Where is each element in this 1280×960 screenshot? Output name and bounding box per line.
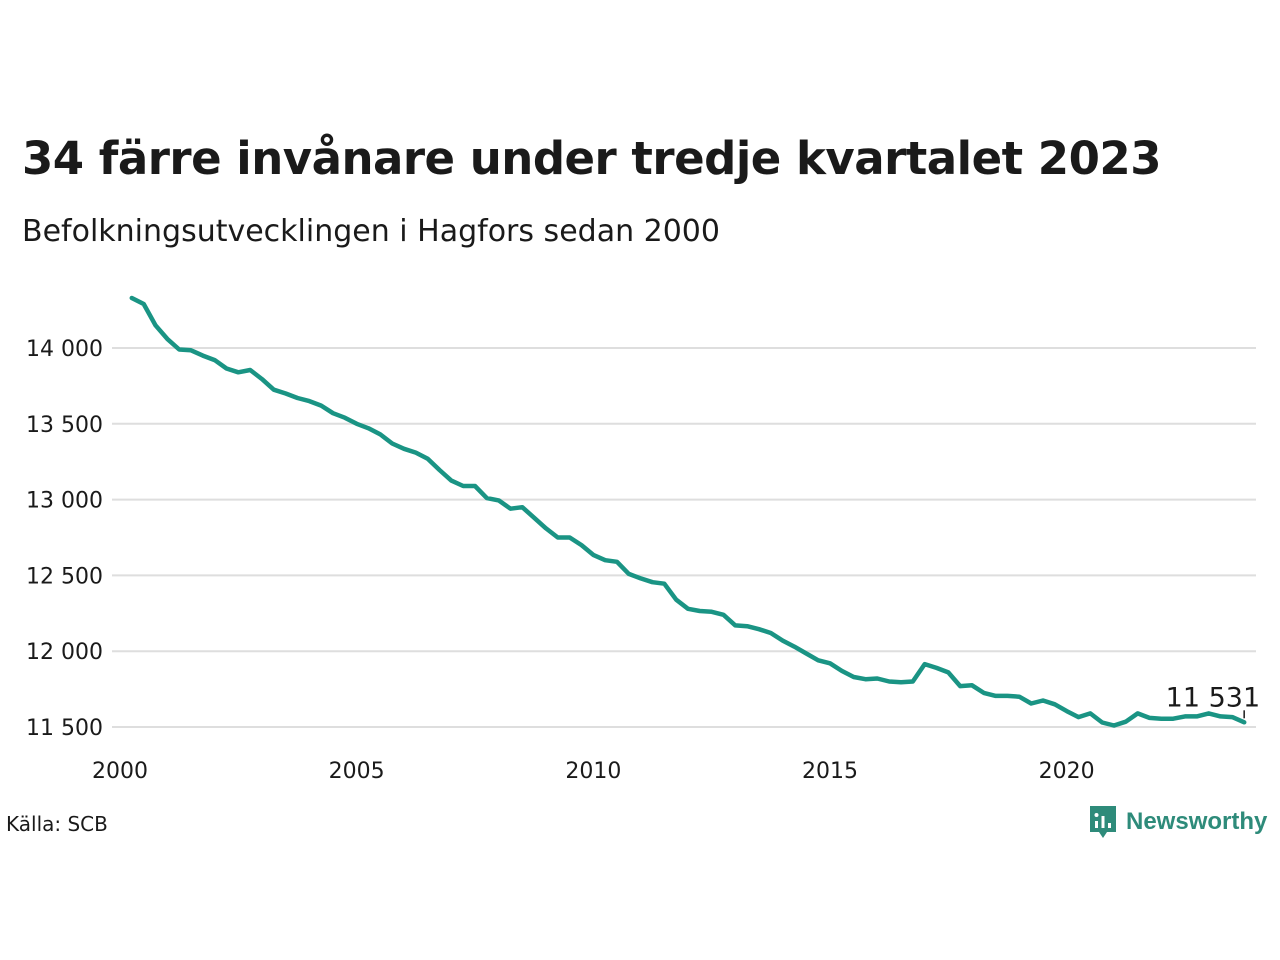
brand-name: Newsworthy [1126,808,1268,835]
y-tick-label: 12 500 [26,564,103,589]
chart-title: 34 färre invånare under tredje kvartalet… [22,132,1162,185]
newsworthy-logo-icon [1090,806,1116,838]
y-tick-label: 12 000 [26,640,103,665]
source-note: Källa: SCB [6,812,108,836]
x-tick-label: 2020 [1039,759,1095,784]
series-layer [129,295,1247,728]
y-axis-labels: 11 500 12 000 12 500 13 000 13 500 14 000 [26,337,103,741]
x-axis-labels: 2000 2005 2010 2015 2020 [92,759,1095,784]
gridlines [112,347,1256,728]
population-line [129,295,1247,728]
y-tick-label: 14 000 [26,337,103,362]
y-tick-label: 13 000 [26,489,103,514]
chart-subtitle: Befolkningsutvecklingen i Hagfors sedan … [22,214,720,249]
end-value-label: 11 531 [1166,682,1260,713]
end-annotation: 11 531 [1166,682,1260,719]
y-tick-label: 13 500 [26,413,103,438]
x-tick-label: 2010 [565,759,621,784]
brand-logo: Newsworthy [1088,804,1267,840]
x-tick-label: 2015 [802,759,858,784]
x-tick-label: 2000 [92,759,148,784]
x-tick-label: 2005 [329,759,385,784]
y-tick-label: 11 500 [26,716,103,741]
